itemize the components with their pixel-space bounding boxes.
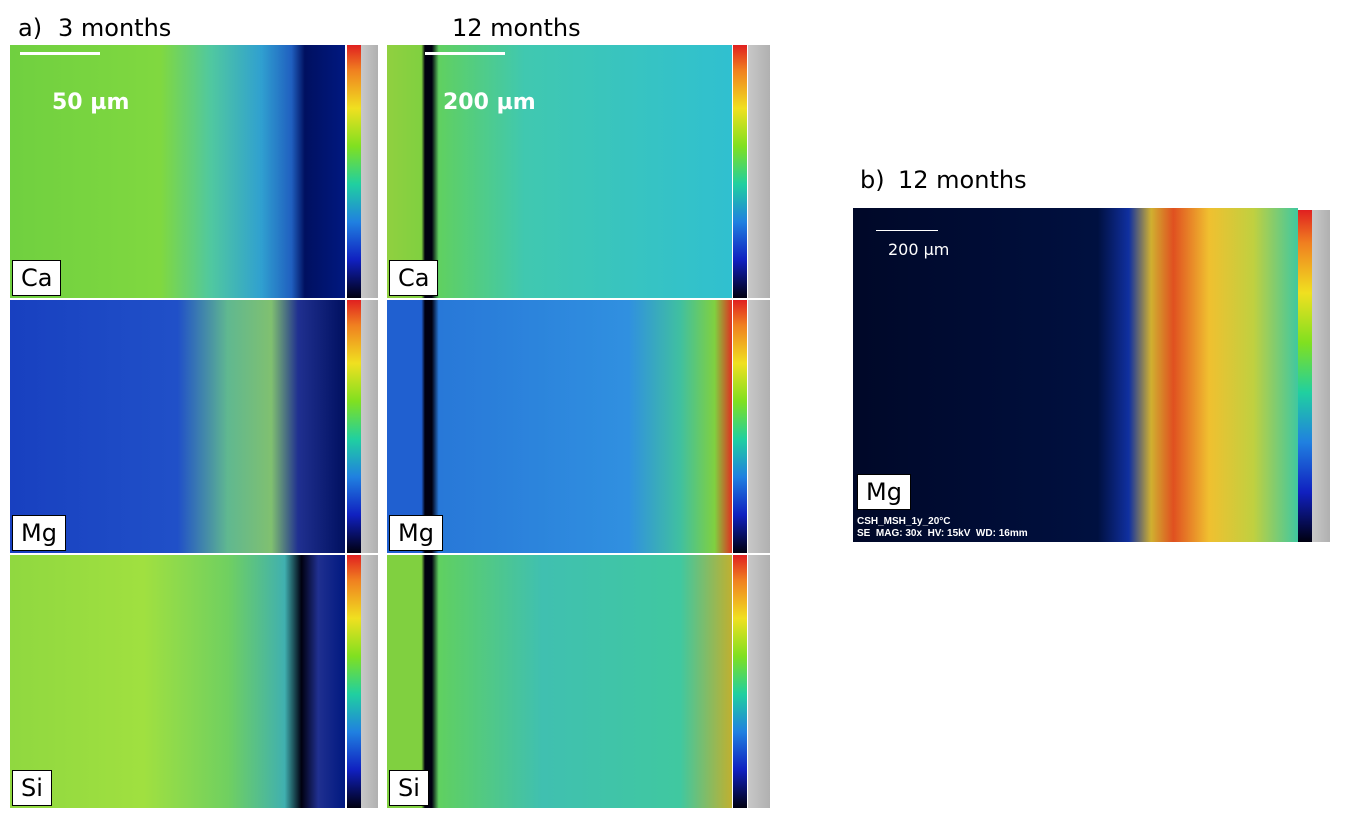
- color-bar: [733, 45, 747, 298]
- scale-bar: [20, 52, 100, 55]
- element-map: [10, 300, 345, 553]
- column-title: 12 months: [452, 14, 581, 42]
- gray-strip: [748, 555, 770, 808]
- color-bar: [347, 555, 361, 808]
- gray-strip: [748, 45, 770, 298]
- color-bar: [1298, 210, 1312, 542]
- element-tag: Ca: [389, 260, 439, 296]
- gray-strip: [361, 555, 378, 808]
- scale-bar-label: 50 µm: [52, 90, 130, 115]
- scale-bar-label: 200 µm: [443, 90, 536, 115]
- element-map: [10, 45, 345, 298]
- panel-label: a): [18, 14, 43, 42]
- gray-strip: [748, 300, 770, 553]
- color-bar: [733, 300, 747, 553]
- element-map: [387, 555, 732, 808]
- element-tag: Si: [12, 770, 52, 806]
- element-tag: Mg: [857, 474, 911, 510]
- gray-strip: [361, 300, 378, 553]
- color-bar: [733, 555, 747, 808]
- element-map: [387, 300, 732, 553]
- color-bar: [347, 45, 361, 298]
- gray-strip: [1312, 210, 1330, 542]
- gray-strip: [361, 45, 378, 298]
- panel-label: b): [860, 166, 885, 194]
- color-bar: [347, 300, 361, 553]
- scale-bar: [876, 230, 938, 231]
- element-tag: Si: [389, 770, 429, 806]
- caption-line: SE MAG: 30x HV: 15kV WD: 16mm: [857, 528, 1028, 539]
- column-title: 3 months: [58, 14, 172, 42]
- panel-title: 12 months: [898, 166, 1027, 194]
- element-tag: Mg: [389, 515, 443, 551]
- element-map: [387, 45, 732, 298]
- scale-bar: [425, 52, 505, 55]
- element-map: [10, 555, 345, 808]
- scale-bar-label: 200 µm: [888, 240, 950, 259]
- element-map: [853, 208, 1298, 542]
- caption-line: CSH_MSH_1y_20°C: [857, 516, 951, 527]
- element-tag: Mg: [12, 515, 66, 551]
- element-tag: Ca: [12, 260, 62, 296]
